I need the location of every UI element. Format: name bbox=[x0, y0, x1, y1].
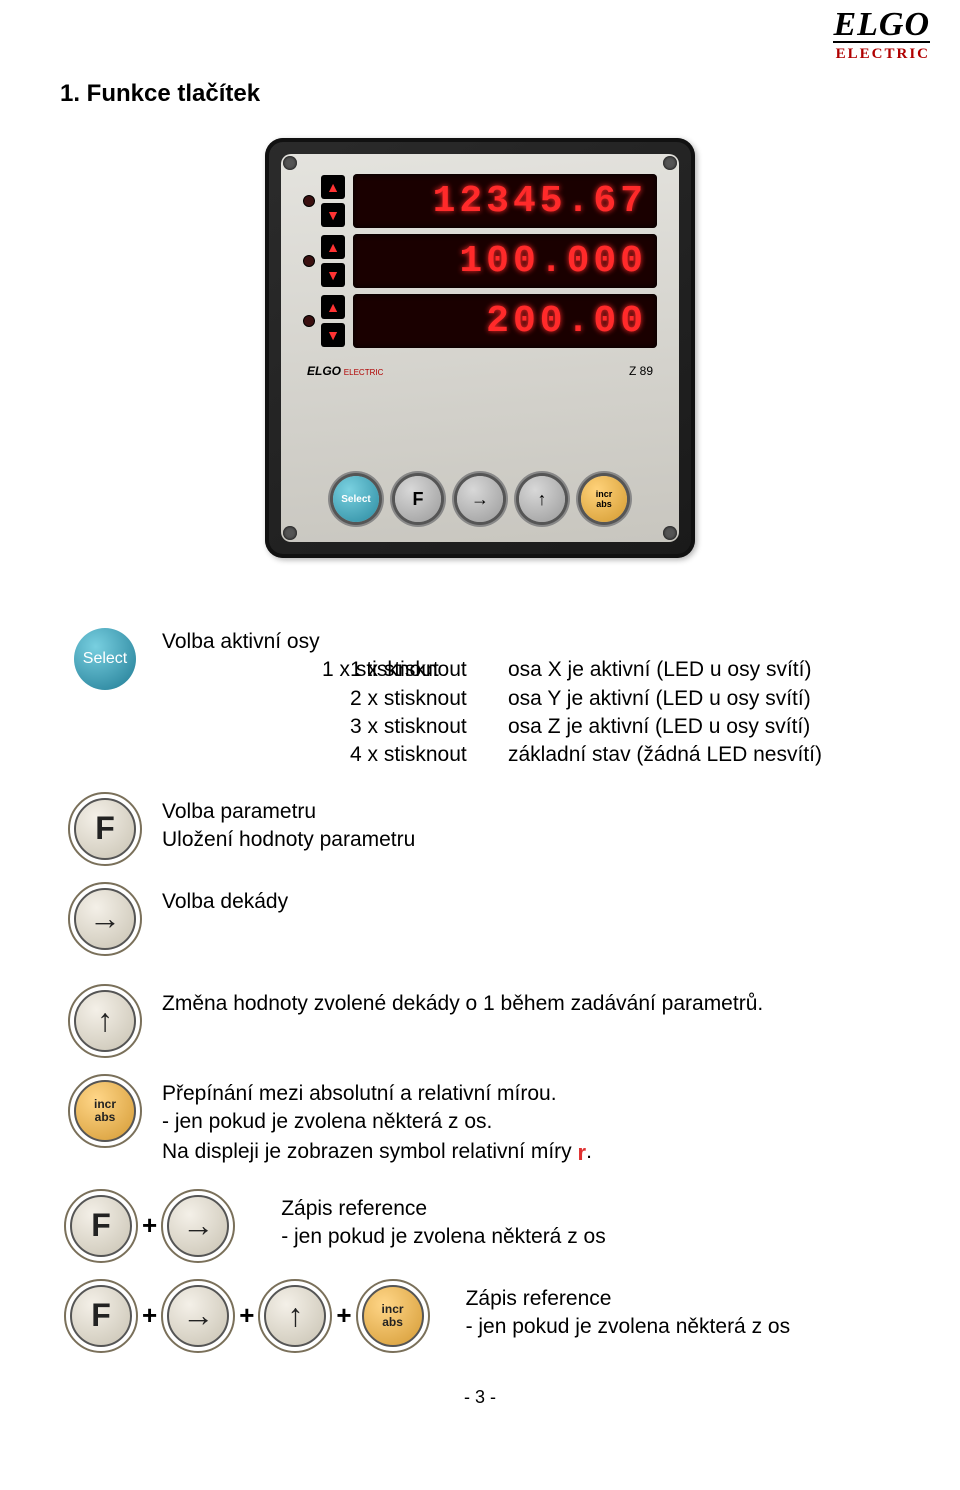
plus-icon: + bbox=[336, 1300, 351, 1331]
right-arrow-button-icon: → bbox=[167, 1285, 229, 1347]
select-press-1: 1 x stisknout bbox=[322, 656, 439, 684]
def-row-up: ↑ Změna hodnoty zvolené dekády o 1 během… bbox=[70, 990, 900, 1052]
device-model-label: Z 89 bbox=[629, 364, 653, 378]
press-2: 2 x stisknout bbox=[350, 685, 490, 713]
axis-led bbox=[303, 255, 315, 267]
brand-logo-sub: ELECTRIC bbox=[836, 46, 930, 62]
combo2-line1: Zápis reference bbox=[281, 1195, 900, 1223]
incr-abs-button-icon: incrabs bbox=[362, 1285, 424, 1347]
combo-f-right-up-incr: F + → + ↑ + incrabs bbox=[70, 1285, 424, 1347]
device-select-button: Select bbox=[333, 476, 379, 522]
def-row-right: → Volba dekády bbox=[70, 888, 900, 950]
def-row-select: Select Volba aktivní osy 1 x stisknout bbox=[70, 628, 900, 770]
incr-line3: Na displeji je zobrazen symbol relativní… bbox=[162, 1136, 900, 1166]
display-3: 200.00 bbox=[353, 294, 657, 348]
up-arrow-button-icon: ↑ bbox=[74, 990, 136, 1052]
incr-line2: - jen pokud je zvolena některá z os. bbox=[162, 1108, 900, 1136]
incr-line1: Přepínání mezi absolutní a relativní mír… bbox=[162, 1080, 900, 1108]
f-line2: Uložení hodnoty parametru bbox=[162, 826, 900, 854]
select-button-icon: Select bbox=[74, 628, 136, 690]
display-up-icon: ▲ bbox=[321, 235, 345, 259]
combo3-line1: Zápis reference bbox=[466, 1285, 900, 1313]
combo-f-right: F + → bbox=[70, 1195, 229, 1257]
right-text: Volba dekády bbox=[162, 888, 900, 916]
def-row-combo2: F + → Zápis reference - jen pokud je zvo… bbox=[70, 1195, 900, 1257]
effect-2: osa Y je aktivní (LED u osy svítí) bbox=[508, 685, 822, 713]
section-title: 1. Funkce tlačítek bbox=[60, 80, 900, 108]
right-arrow-button-icon: → bbox=[74, 888, 136, 950]
brand-logo-text: ELGO bbox=[833, 10, 930, 43]
incr-abs-button-icon: incrabs bbox=[74, 1080, 136, 1142]
def-row-f: F Volba parametru Uložení hodnoty parame… bbox=[70, 798, 900, 860]
display-down-icon: ▼ bbox=[321, 263, 345, 287]
device-incr-abs-button: incrabs bbox=[581, 476, 627, 522]
axis-led bbox=[303, 195, 315, 207]
effect-1: osa X je aktivní (LED u osy svítí) bbox=[508, 656, 822, 684]
display-1: 12345.67 bbox=[353, 174, 657, 228]
press-3: 3 x stisknout bbox=[350, 713, 490, 741]
brand-logo: ELGO ELECTRIC bbox=[833, 10, 930, 61]
device-f-button: F bbox=[395, 476, 441, 522]
right-arrow-button-icon: → bbox=[167, 1195, 229, 1257]
f-line1: Volba parametru bbox=[162, 798, 900, 826]
device-up-button: ↑ bbox=[519, 476, 565, 522]
effect-4: základní stav (žádná LED nesvítí) bbox=[508, 741, 822, 769]
up-arrow-button-icon: ↑ bbox=[264, 1285, 326, 1347]
up-text: Změna hodnoty zvolené dekády o 1 během z… bbox=[162, 990, 900, 1018]
def-row-combo3: F + → + ↑ + incrabs Zápis reference - je… bbox=[70, 1285, 900, 1347]
plus-icon: + bbox=[142, 1300, 157, 1331]
display-down-icon: ▼ bbox=[321, 203, 345, 227]
page-number: - 3 - bbox=[60, 1387, 900, 1408]
press-4: 4 x stisknout bbox=[350, 741, 490, 769]
def-row-incr: incrabs Přepínání mezi absolutní a relat… bbox=[70, 1080, 900, 1167]
select-head: Volba aktivní osy bbox=[162, 628, 332, 656]
device-photo: ▲ ▼ 12345.67 ▲ ▼ 100.000 ▲ bbox=[60, 138, 900, 558]
axis-led bbox=[303, 315, 315, 327]
effect-3: osa Z je aktivní (LED u osy svítí) bbox=[508, 713, 822, 741]
display-2: 100.000 bbox=[353, 234, 657, 288]
plus-icon: + bbox=[142, 1210, 157, 1241]
plus-icon: + bbox=[239, 1300, 254, 1331]
f-button-icon: F bbox=[70, 1195, 132, 1257]
device-right-button: → bbox=[457, 476, 503, 522]
f-button-icon: F bbox=[74, 798, 136, 860]
relative-symbol: r bbox=[578, 1138, 587, 1168]
display-up-icon: ▲ bbox=[321, 175, 345, 199]
device-face-brand: ELGO ELECTRIC bbox=[307, 364, 383, 378]
display-up-icon: ▲ bbox=[321, 295, 345, 319]
display-down-icon: ▼ bbox=[321, 323, 345, 347]
f-button-icon: F bbox=[70, 1285, 132, 1347]
combo3-line2: - jen pokud je zvolena některá z os bbox=[466, 1313, 900, 1341]
combo2-line2: - jen pokud je zvolena některá z os bbox=[281, 1223, 900, 1251]
